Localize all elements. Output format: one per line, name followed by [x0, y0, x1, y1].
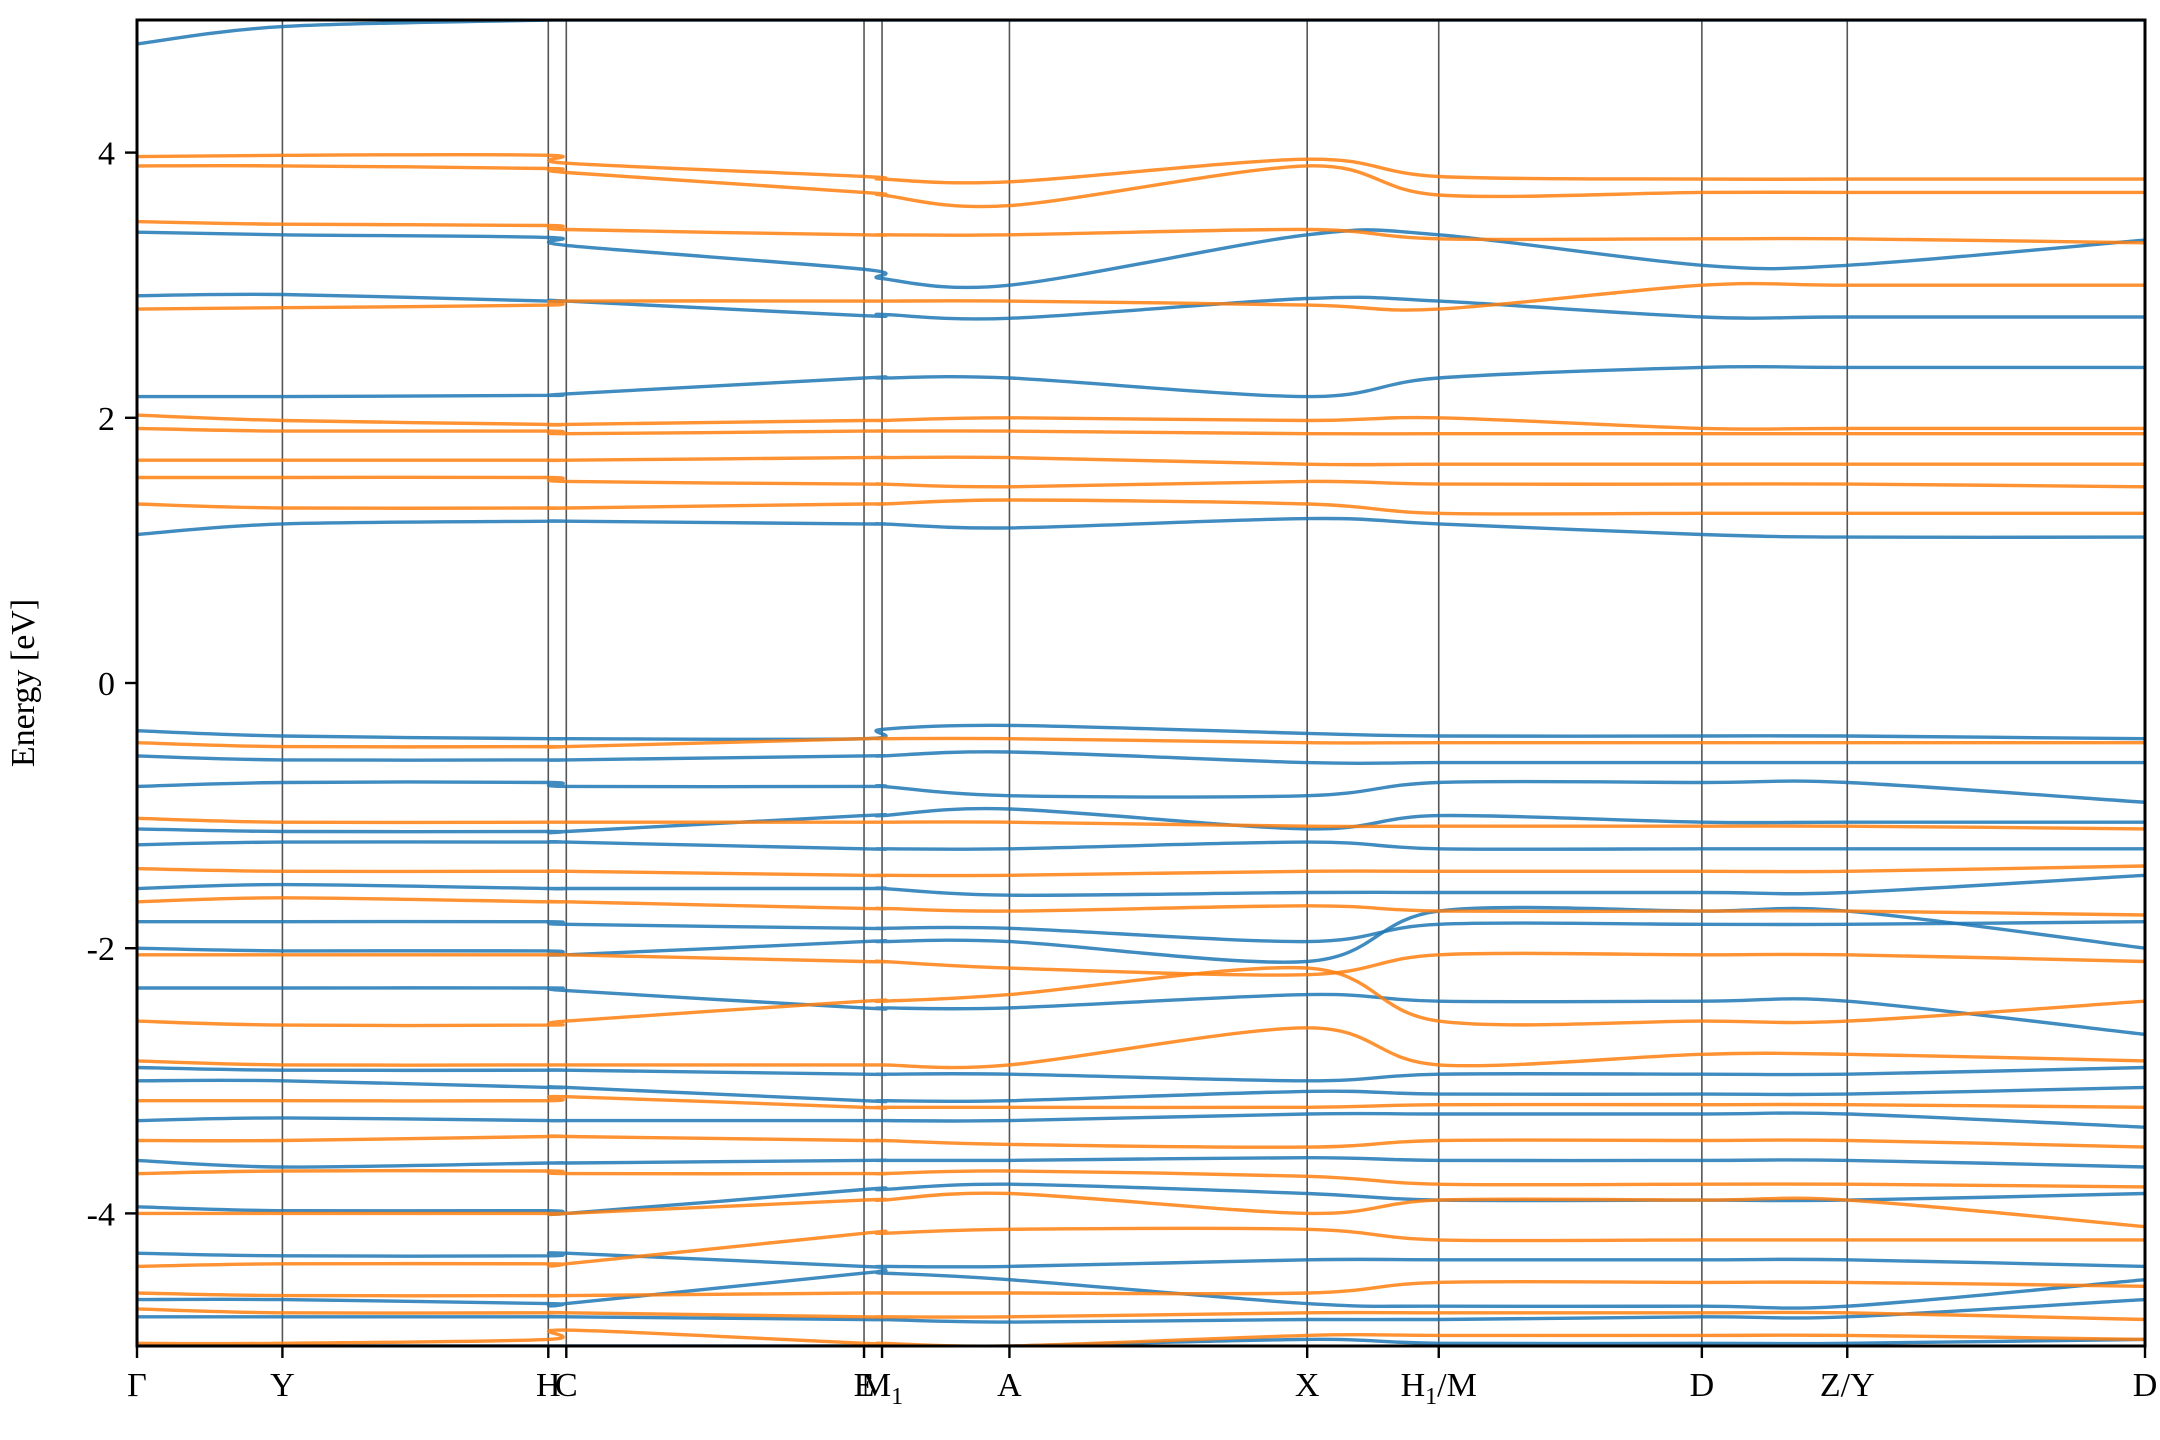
band-line-s1-21	[137, 1279, 2145, 1298]
y-tick-label: 4	[98, 136, 115, 173]
band-line-s1-10	[137, 816, 2145, 831]
x-tick-label: D	[2133, 1367, 2158, 1404]
x-tick-label: D	[1690, 1367, 1715, 1404]
x-tick-label: M1	[861, 1367, 903, 1410]
x-tick-label: X	[1295, 1367, 1320, 1404]
band-line-s0-22	[137, 1337, 2145, 1346]
y-tick-label: -4	[87, 1196, 115, 1233]
band-line-s1-0	[137, 152, 2145, 185]
band-line-s0-11	[137, 919, 2145, 944]
band-line-s0-9	[137, 839, 2145, 851]
band-line-s0-15	[137, 1078, 2145, 1104]
band-line-s1-19	[137, 1191, 2145, 1229]
x-tick-label: H1/M	[1401, 1367, 1477, 1410]
x-axis-ticks: Γ Y HC EM1 A X H1/M D Z/Y D	[127, 1346, 2157, 1410]
x-tick-label: E	[854, 1367, 875, 1404]
band-line-s0-19	[137, 1251, 2145, 1270]
band-line-s1-7	[137, 475, 2145, 489]
band-line-s1-6	[137, 455, 2145, 467]
band-line-s1-18	[137, 1168, 2145, 1189]
band-line-s0-10	[137, 873, 2145, 897]
x-tick-label: Y	[270, 1367, 295, 1404]
x-tick-label: Γ	[127, 1367, 147, 1404]
band-line-s1-17	[137, 1134, 2145, 1149]
band-line-s0-14	[137, 1065, 2145, 1083]
y-axis-ticks: -4 -2 0 2 4	[87, 136, 137, 1233]
x-tick-label: H	[536, 1367, 561, 1404]
band-line-s1-16	[137, 1094, 2145, 1110]
band-line-s0-16	[137, 1111, 2145, 1129]
band-line-s1-20	[137, 1226, 2145, 1269]
band-line-s0-7	[137, 779, 2145, 804]
band-line-s0-4	[137, 516, 2145, 540]
band-line-s0-5	[137, 723, 2145, 742]
band-line-s1-4	[137, 413, 2145, 431]
y-axis-title: Energy [eV]	[5, 599, 42, 767]
band-line-s0-2	[137, 292, 2145, 321]
band-line-s1-15	[137, 1026, 2145, 1070]
x-tick-label: A	[997, 1367, 1022, 1404]
x-tick-label: C	[555, 1367, 578, 1404]
y-tick-label: 0	[98, 666, 115, 703]
band-line-s0-1	[137, 228, 2145, 290]
band-line-s0-6	[137, 750, 2145, 766]
y-tick-label: -2	[87, 931, 115, 968]
band-line-s1-5	[137, 426, 2145, 436]
band-line-s0-8	[137, 806, 2145, 835]
band-line-s1-8	[137, 498, 2145, 516]
y-tick-label: 2	[98, 401, 115, 438]
band-line-s0-13	[137, 986, 2145, 1037]
band-line-s0-20	[137, 1268, 2145, 1310]
band-line-s0-3	[137, 364, 2145, 399]
band-line-s0-17	[137, 1156, 2145, 1169]
band-line-s0-21	[137, 1297, 2145, 1324]
band-line-s1-14	[137, 965, 2145, 1028]
band-line-s1-9	[137, 736, 2145, 749]
band-line-s1-3	[137, 281, 2145, 312]
band-line-s1-2	[137, 219, 2145, 245]
band-line-s1-13	[137, 951, 2145, 977]
band-line-s1-12	[137, 896, 2145, 917]
band-line-s1-1	[137, 163, 2145, 209]
band-line-s1-11	[137, 864, 2145, 878]
x-tick-label: Z/Y	[1820, 1367, 1875, 1404]
band-line-s1-22	[137, 1307, 2145, 1322]
